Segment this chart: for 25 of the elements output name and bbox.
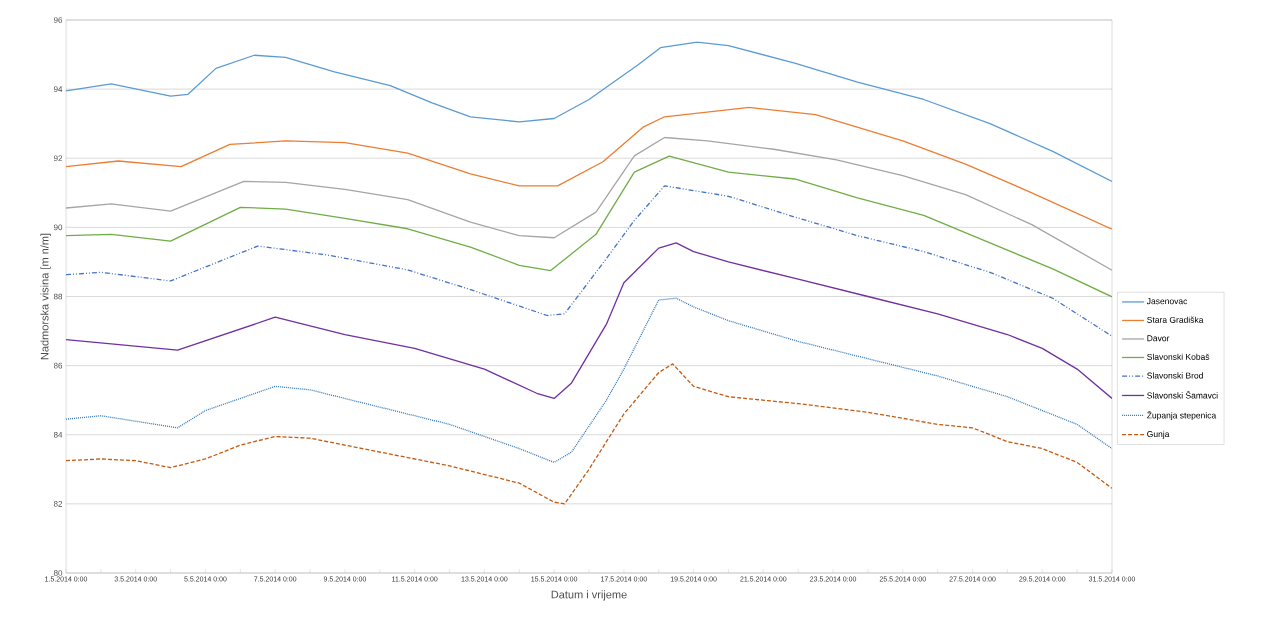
x-axis-title: Datum i vrijeme [551, 590, 627, 601]
y-tick-label: 92 [53, 155, 63, 162]
legend-label: Davor [1147, 335, 1170, 342]
line-series [66, 242, 1112, 400]
legend-label: Slavonski Brod [1147, 372, 1203, 379]
y-axis-title: Nadmorska visina [m n/m] [40, 233, 51, 360]
y-tick-label: 86 [53, 362, 63, 369]
line-series [66, 185, 1112, 337]
line-series [66, 106, 1112, 230]
line-series [66, 297, 1112, 464]
legend-label: Stara Gradiška [1147, 316, 1204, 323]
line-series [66, 41, 1112, 183]
y-tick-label: 88 [53, 293, 63, 300]
legend-label: Županja stepenica [1147, 410, 1217, 421]
legend-label: Gunja [1147, 430, 1170, 439]
legend-label: Slavonski Kobaš [1147, 353, 1210, 360]
y-tick-label: 80 [53, 570, 63, 576]
y-tick-label: 82 [53, 501, 63, 507]
y-tick-label: 96 [53, 17, 63, 23]
y-tick-label: 84 [53, 431, 63, 438]
legend-label: Slavonski Šamavci [1147, 390, 1218, 399]
line-series [66, 155, 1112, 298]
legend-label: Jasenovac [1146, 298, 1188, 305]
y-tick-label: 94 [53, 86, 63, 92]
y-tick-label: 90 [53, 224, 63, 231]
